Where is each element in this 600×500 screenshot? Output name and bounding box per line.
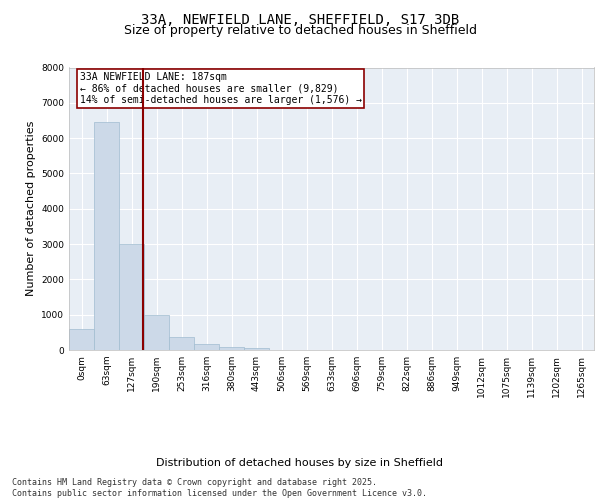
Bar	[144, 314, 169, 350]
Bar	[244, 348, 269, 350]
Text: Contains HM Land Registry data © Crown copyright and database right 2025.
Contai: Contains HM Land Registry data © Crown c…	[12, 478, 427, 498]
Bar	[94, 122, 119, 350]
Y-axis label: Number of detached properties: Number of detached properties	[26, 121, 35, 296]
Text: 33A NEWFIELD LANE: 187sqm
← 86% of detached houses are smaller (9,829)
14% of se: 33A NEWFIELD LANE: 187sqm ← 86% of detac…	[79, 72, 361, 105]
Text: Size of property relative to detached houses in Sheffield: Size of property relative to detached ho…	[124, 24, 476, 37]
Bar	[119, 244, 144, 350]
Text: Distribution of detached houses by size in Sheffield: Distribution of detached houses by size …	[157, 458, 443, 468]
Bar	[69, 329, 94, 350]
Bar	[194, 344, 219, 350]
Text: 33A, NEWFIELD LANE, SHEFFIELD, S17 3DB: 33A, NEWFIELD LANE, SHEFFIELD, S17 3DB	[141, 12, 459, 26]
Bar	[169, 336, 194, 350]
Bar	[219, 347, 244, 350]
